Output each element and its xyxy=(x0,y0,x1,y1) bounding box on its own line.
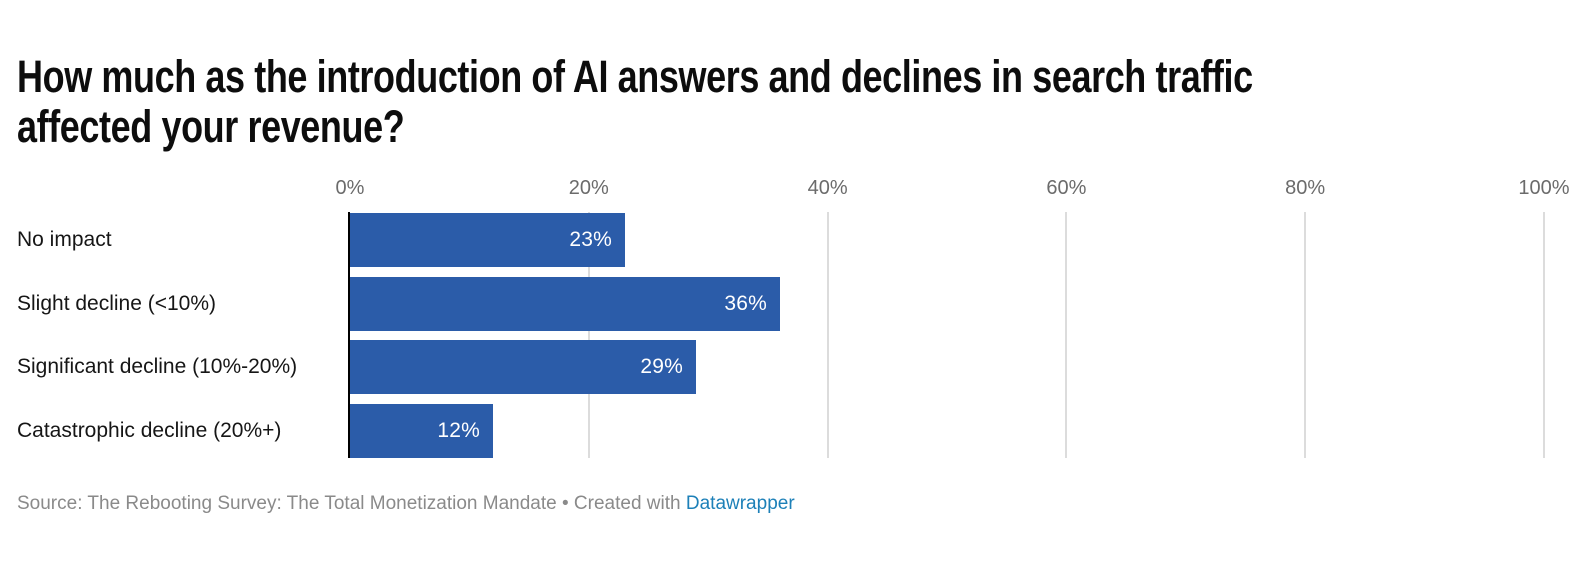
category-label: Significant decline (10%-20%) xyxy=(17,355,298,378)
bar[interactable]: 36% xyxy=(350,277,780,331)
bar-value-label: 36% xyxy=(724,292,767,315)
chart-title: How much as the introduction of AI answe… xyxy=(17,52,1562,152)
gridline xyxy=(1065,212,1068,458)
bar[interactable]: 23% xyxy=(350,213,625,267)
gridline xyxy=(1543,212,1545,458)
bar-value-label: 12% xyxy=(437,419,480,442)
category-label: Catastrophic decline (20%+) xyxy=(17,419,282,442)
x-axis-tick-label: 0% xyxy=(335,177,365,199)
bar[interactable]: 29% xyxy=(350,340,696,394)
gridline xyxy=(826,212,829,458)
y-axis-line xyxy=(348,212,350,458)
gridline xyxy=(1304,212,1307,458)
bar-value-label: 23% xyxy=(569,228,612,251)
source-line: Source: The Rebooting Survey: The Total … xyxy=(17,493,795,515)
bar[interactable]: 12% xyxy=(350,404,493,458)
x-axis-tick-label: 100% xyxy=(1518,177,1570,199)
datawrapper-link[interactable]: Datawrapper xyxy=(685,493,795,514)
x-axis-tick-label: 40% xyxy=(807,177,848,199)
x-axis-tick-label: 80% xyxy=(1285,177,1326,199)
bar-value-label: 29% xyxy=(640,355,683,378)
category-label: Slight decline (<10%) xyxy=(17,292,217,315)
chart-title-line-2: affected your revenue? xyxy=(17,101,405,152)
x-axis-tick-label: 60% xyxy=(1046,177,1087,199)
chart-title-line-1: How much as the introduction of AI answe… xyxy=(17,51,1253,102)
x-axis-tick-label: 20% xyxy=(568,177,609,199)
category-label: No impact xyxy=(17,228,112,251)
source-text: Source: The Rebooting Survey: The Total … xyxy=(17,493,686,514)
gridline xyxy=(587,212,590,458)
